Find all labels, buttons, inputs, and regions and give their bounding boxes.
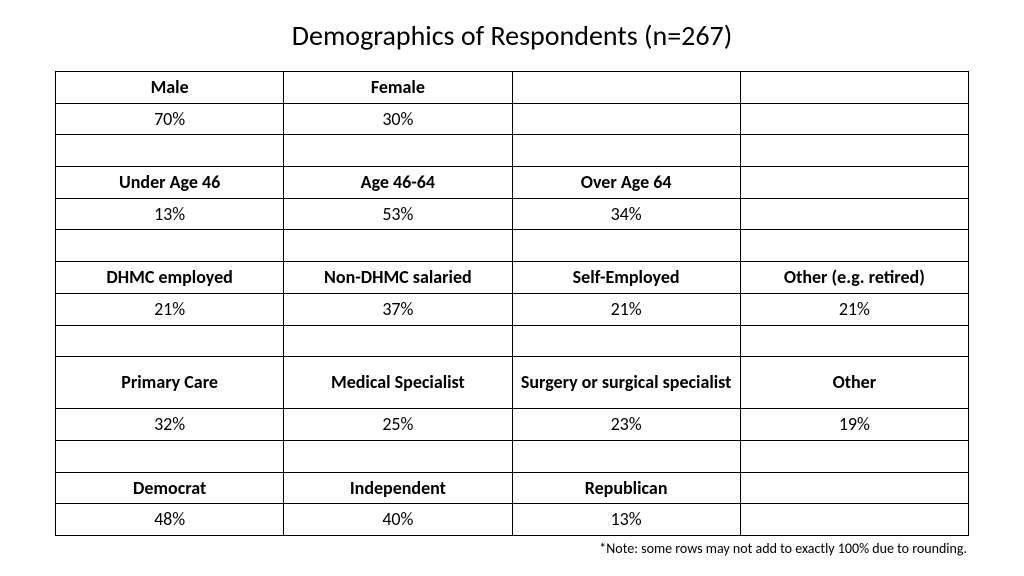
section-header-row: DHMC employedNon-DHMC salariedSelf-Emplo… <box>56 262 969 294</box>
section-value-row: 13%53%34% <box>56 198 969 230</box>
spacer-cell <box>56 440 284 472</box>
value-cell <box>740 504 968 536</box>
spacer-cell <box>284 325 512 357</box>
value-cell: 30% <box>284 103 512 135</box>
header-cell <box>740 472 968 504</box>
value-cell: 19% <box>740 409 968 441</box>
value-cell <box>512 103 740 135</box>
spacer-cell <box>740 135 968 167</box>
spacer-cell <box>56 230 284 262</box>
section-header-row: DemocratIndependentRepublican <box>56 472 969 504</box>
spacer-cell <box>284 440 512 472</box>
header-cell: Surgery or surgical specialist <box>512 357 740 409</box>
value-cell: 13% <box>56 198 284 230</box>
value-cell: 53% <box>284 198 512 230</box>
spacer-cell <box>512 135 740 167</box>
section-value-row: 70%30% <box>56 103 969 135</box>
value-cell: 34% <box>512 198 740 230</box>
header-cell <box>740 167 968 199</box>
spacer-cell <box>512 230 740 262</box>
value-cell <box>740 103 968 135</box>
value-cell: 23% <box>512 409 740 441</box>
value-cell <box>740 198 968 230</box>
spacer-cell <box>284 135 512 167</box>
section-value-row: 21%37%21%21% <box>56 293 969 325</box>
value-cell: 70% <box>56 103 284 135</box>
header-cell: Female <box>284 72 512 104</box>
header-cell: Primary Care <box>56 357 284 409</box>
spacer-cell <box>512 325 740 357</box>
spacer-cell <box>740 325 968 357</box>
header-cell: DHMC employed <box>56 262 284 294</box>
header-cell: Under Age 46 <box>56 167 284 199</box>
spacer-cell <box>56 135 284 167</box>
value-cell: 25% <box>284 409 512 441</box>
header-cell: Self-Employed <box>512 262 740 294</box>
value-cell: 21% <box>56 293 284 325</box>
header-cell: Male <box>56 72 284 104</box>
header-cell <box>740 72 968 104</box>
footnote: *Note: some rows may not add to exactly … <box>55 540 969 557</box>
header-cell: Other <box>740 357 968 409</box>
section-value-row: 32%25%23%19% <box>56 409 969 441</box>
header-cell: Age 46-64 <box>284 167 512 199</box>
spacer-row <box>56 440 969 472</box>
spacer-row <box>56 325 969 357</box>
value-cell: 32% <box>56 409 284 441</box>
header-cell: Other (e.g. retired) <box>740 262 968 294</box>
spacer-cell <box>56 325 284 357</box>
value-cell: 13% <box>512 504 740 536</box>
demographics-table: MaleFemale70%30% Under Age 46Age 46-64Ov… <box>55 71 969 536</box>
header-cell: Over Age 64 <box>512 167 740 199</box>
spacer-cell <box>740 440 968 472</box>
header-cell: Democrat <box>56 472 284 504</box>
header-cell: Medical Specialist <box>284 357 512 409</box>
header-cell <box>512 72 740 104</box>
spacer-cell <box>740 230 968 262</box>
header-cell: Independent <box>284 472 512 504</box>
header-cell: Republican <box>512 472 740 504</box>
section-header-row: Primary CareMedical SpecialistSurgery or… <box>56 357 969 409</box>
section-header-row: MaleFemale <box>56 72 969 104</box>
value-cell: 48% <box>56 504 284 536</box>
value-cell: 21% <box>740 293 968 325</box>
spacer-cell <box>512 440 740 472</box>
spacer-row <box>56 230 969 262</box>
section-header-row: Under Age 46Age 46-64Over Age 64 <box>56 167 969 199</box>
spacer-cell <box>284 230 512 262</box>
value-cell: 40% <box>284 504 512 536</box>
value-cell: 37% <box>284 293 512 325</box>
section-value-row: 48%40%13% <box>56 504 969 536</box>
header-cell: Non-DHMC salaried <box>284 262 512 294</box>
spacer-row <box>56 135 969 167</box>
page-title: Demographics of Respondents (n=267) <box>55 18 969 53</box>
value-cell: 21% <box>512 293 740 325</box>
